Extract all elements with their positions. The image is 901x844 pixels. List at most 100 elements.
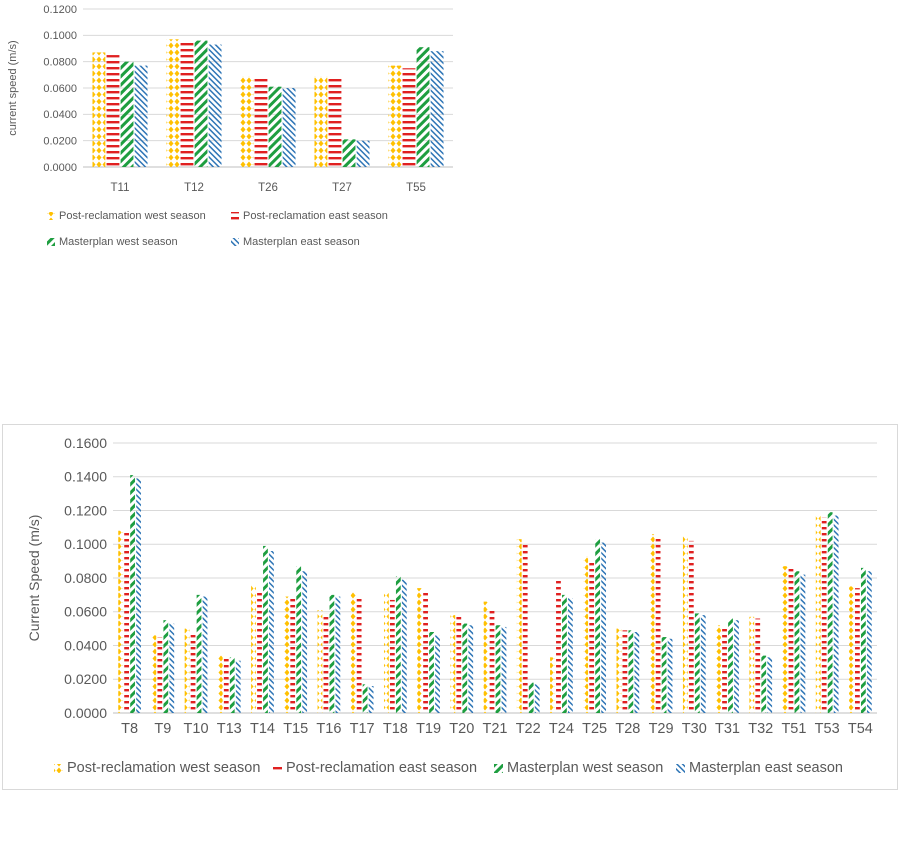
bar-post-reclamation-east-season-t8: Post-reclamation east season T8: 0.107 xyxy=(124,532,130,713)
bar-masterplan-east-season-t32: Masterplan east season T32: 0.033 xyxy=(767,657,773,713)
x-tick-label: T14 xyxy=(250,721,275,737)
bar-post-reclamation-west-season-t27: Post-reclamation west season T27: 0.069 xyxy=(314,76,328,167)
bar-post-reclamation-east-season-t18: Post-reclamation east season T18: 0.067 xyxy=(389,599,395,713)
bar-post-reclamation-east-season-t28: Post-reclamation east season T28: 0.049 xyxy=(622,630,628,713)
bar-masterplan-west-season-t26: Masterplan west season T26: 0.061 xyxy=(268,86,282,167)
y-tick-label: 0.1600 xyxy=(64,435,107,451)
bar-post-reclamation-west-season-t16: Post-reclamation west season T16: 0.061 xyxy=(317,610,323,713)
bar-masterplan-west-season-t21: Masterplan west season T21: 0.052 xyxy=(495,625,501,713)
legend-label: Masterplan east season xyxy=(243,236,360,248)
bar-masterplan-west-season-t51: Masterplan west season T51: 0.084 xyxy=(794,571,800,713)
bar-post-reclamation-west-season-t21: Post-reclamation west season T21: 0.066 xyxy=(483,601,489,713)
legend-item-masterplan-east-season: Masterplan east season xyxy=(676,760,843,776)
x-tick-label: T19 xyxy=(416,721,441,737)
legend-label: Post-reclamation east season xyxy=(286,760,477,776)
bar-post-reclamation-west-season-t25: Post-reclamation west season T25: 0.093 xyxy=(583,556,589,713)
x-tick-label: T10 xyxy=(184,721,209,737)
bar-post-reclamation-east-season-t20: Post-reclamation east season T20: 0.057 xyxy=(456,616,462,713)
bar-post-reclamation-east-season-t12: Post-reclamation east season T12: 0.095 xyxy=(180,41,194,167)
legend-label: Masterplan west season xyxy=(59,236,178,248)
chart-bottom: 0.0000 0.0200 0.0400 0.0600 0.0800 0.1000 0.12… xyxy=(2,424,898,790)
bar-post-reclamation-west-season-t29: Post-reclamation west season T29: 0.106 xyxy=(649,534,655,713)
bar-masterplan-west-season-t55: Masterplan west season T55: 0.091 xyxy=(416,47,430,167)
bar-masterplan-west-season-t28: Masterplan west season T28: 0.049 xyxy=(628,630,634,713)
x-tick-label: T54 xyxy=(848,721,873,737)
y-tick-label: 0.1200 xyxy=(64,502,107,518)
x-tick-label: T55 xyxy=(406,182,426,194)
bar-post-reclamation-east-season-t30: Post-reclamation east season T30: 0.102 xyxy=(688,540,694,713)
bar-masterplan-west-season-t11: Masterplan west season T11: 0.08 xyxy=(120,61,134,167)
x-tick-label: T18 xyxy=(383,721,408,737)
legend-swatch xyxy=(676,764,685,773)
bar-post-reclamation-east-season-t54: Post-reclamation east season T54: 0.074 xyxy=(855,588,860,713)
x-tick-label: T24 xyxy=(549,721,574,737)
bar-post-reclamation-east-season-t55: Post-reclamation east season T55: 0.075 xyxy=(402,68,416,167)
bar-post-reclamation-east-season-t17: Post-reclamation east season T17: 0.069 xyxy=(356,596,362,713)
bar-masterplan-west-season-t15: Masterplan west season T15: 0.087 xyxy=(296,566,302,713)
bar-masterplan-east-season-t27: Masterplan east season T27: 0.02 xyxy=(356,140,370,167)
legend-label: Post-reclamation east season xyxy=(243,210,388,222)
bar-masterplan-east-season-t11: Masterplan east season T11: 0.077 xyxy=(134,65,148,167)
bar-post-reclamation-west-season-t24: Post-reclamation west season T24: 0.033 xyxy=(550,657,555,713)
bar-post-reclamation-east-season-t21: Post-reclamation east season T21: 0.062 xyxy=(489,608,495,713)
bar-masterplan-east-season-t12: Masterplan east season T12: 0.093 xyxy=(208,44,222,167)
bar-post-reclamation-east-season-t15: Post-reclamation east season T15: 0.068 xyxy=(290,598,296,713)
legend-swatch xyxy=(273,764,282,773)
x-tick-label: T13 xyxy=(217,721,242,737)
bar-masterplan-west-season-t53: Masterplan west season T53: 0.119 xyxy=(827,512,833,713)
bar-post-reclamation-east-season-t24: Post-reclamation east season T24: 0.08 xyxy=(556,578,561,713)
x-tick-label: T15 xyxy=(283,721,308,737)
bar-post-reclamation-east-season-t16: Post-reclamation east season T16: 0.059 xyxy=(323,613,329,713)
bar-post-reclamation-west-season-t55: Post-reclamation west season T55: 0.077 xyxy=(388,65,402,167)
y-tick-label: 0.1000 xyxy=(43,30,77,42)
bar-masterplan-west-season-t54: Masterplan west season T54: 0.086 xyxy=(860,567,866,713)
x-tick-label: T29 xyxy=(649,721,674,737)
x-tick-label: T20 xyxy=(449,721,474,737)
legend-swatch xyxy=(47,238,55,246)
bar-post-reclamation-east-season-t31: Post-reclamation east season T31: 0.05 xyxy=(722,628,727,713)
bar-masterplan-east-season-t18: Masterplan east season T18: 0.079 xyxy=(401,579,407,713)
x-tick-label: T8 xyxy=(121,721,138,737)
bar-post-reclamation-west-season-t54: Post-reclamation west season T54: 0.075 xyxy=(849,586,854,713)
bar-post-reclamation-east-season-t26: Post-reclamation east season T26: 0.068 xyxy=(254,77,268,167)
legend-swatch xyxy=(231,238,239,246)
bar-masterplan-west-season-t24: Masterplan west season T24: 0.07 xyxy=(562,594,567,713)
y-tick-label: 0.1400 xyxy=(64,469,107,485)
bar-masterplan-east-season-t10: Masterplan east season T10: 0.069 xyxy=(202,596,208,713)
y-tick-label: 0.0200 xyxy=(64,671,107,687)
x-tick-label: T21 xyxy=(483,721,508,737)
bar-post-reclamation-west-season-t30: Post-reclamation west season T30: 0.105 xyxy=(682,535,688,713)
legend-swatch xyxy=(494,764,503,773)
bar-masterplan-west-season-t18: Masterplan west season T18: 0.081 xyxy=(395,576,401,713)
y-tick-label: 0.0400 xyxy=(43,109,77,121)
bar-masterplan-east-season-t24: Masterplan east season T24: 0.068 xyxy=(568,598,573,713)
bar-masterplan-west-season-t20: Masterplan west season T20: 0.053 xyxy=(462,623,468,713)
bar-masterplan-east-season-t22: Masterplan east season T22: 0.017 xyxy=(534,684,540,713)
bar-post-reclamation-east-season-t27: Post-reclamation east season T27: 0.068 xyxy=(328,77,342,167)
legend-swatch xyxy=(231,212,239,220)
bar-masterplan-east-season-t31: Masterplan east season T31: 0.055 xyxy=(734,620,739,713)
bar-post-reclamation-west-season-t12: Post-reclamation west season T12: 0.097 xyxy=(166,39,180,167)
y-tick-label: 0.1200 xyxy=(43,4,77,16)
y-tick-label: 0.0800 xyxy=(64,570,107,586)
y-tick-label: 0.0200 xyxy=(43,136,77,148)
bar-masterplan-west-season-t19: Masterplan west season T19: 0.048 xyxy=(429,632,434,713)
legend-item-post-reclamation-west-season: Post-reclamation west season xyxy=(54,760,260,776)
x-tick-label: T28 xyxy=(615,721,640,737)
x-tick-label: T22 xyxy=(516,721,541,737)
bar-post-reclamation-west-season-t22: Post-reclamation west season T22: 0.103 xyxy=(516,539,522,713)
legend-label: Post-reclamation west season xyxy=(59,210,206,222)
x-tick-label: T32 xyxy=(748,721,773,737)
bar-post-reclamation-west-season-t53: Post-reclamation west season T53: 0.117 xyxy=(815,515,821,713)
bar-masterplan-east-season-t29: Masterplan east season T29: 0.044 xyxy=(667,638,673,713)
bar-post-reclamation-east-season-t53: Post-reclamation east season T53: 0.116 xyxy=(821,517,827,713)
bar-masterplan-east-season-t28: Masterplan east season T28: 0.048 xyxy=(634,632,640,713)
bar-post-reclamation-west-season-t17: Post-reclamation west season T17: 0.072 xyxy=(350,591,356,713)
bar-masterplan-west-season-t16: Masterplan west season T16: 0.07 xyxy=(329,594,335,713)
bar-post-reclamation-east-season-t14: Post-reclamation east season T14: 0.073 xyxy=(257,589,262,713)
y-tick-label: 0.0400 xyxy=(64,637,107,653)
legend-item-post-reclamation-east-season: Post-reclamation east season xyxy=(273,760,477,776)
x-tick-label: T25 xyxy=(582,721,607,737)
bar-post-reclamation-west-season-t51: Post-reclamation west season T51: 0.087 xyxy=(782,566,788,713)
bar-post-reclamation-west-season-t13: Post-reclamation west season T13: 0.034 xyxy=(217,655,223,713)
